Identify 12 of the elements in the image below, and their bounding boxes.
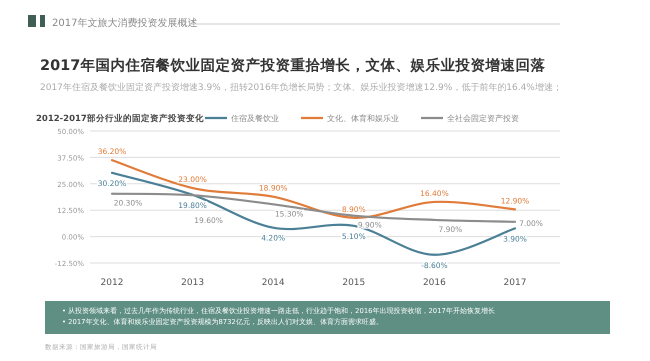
x-tick-label: 2017: [504, 278, 526, 288]
legend-label: 住宿及餐饮业: [231, 114, 279, 123]
legend-label: 全社会固定资产投资: [447, 114, 519, 123]
chart-title: 2017年国内住宿餐饮业固定资产投资重拾增长，文体、娱乐业投资增速回落: [40, 56, 546, 74]
text: 2012-2017部分行业的固定资产投资变化: [36, 113, 205, 124]
x-tick-label: 2012: [100, 278, 124, 288]
x-tick-label: 2013: [181, 278, 204, 288]
x-tick-label: 2015: [342, 278, 366, 288]
chart-subtitle: 2017年住宿及餐饮业固定资产投资增速3.9%，扭转2016年负增长局势；文体、娱乐业投资增速12.9%，低于前年的16.4%增速；: [40, 82, 562, 93]
x-tick-label: 2014: [262, 278, 285, 288]
legend-label: 文化、体育和娱乐业: [327, 114, 399, 123]
x-tick-label: 2016: [422, 278, 446, 288]
